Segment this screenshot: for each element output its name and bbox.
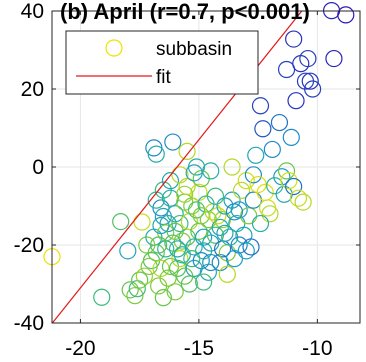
data-point-84 bbox=[247, 146, 265, 164]
legend-marker-subbasin bbox=[105, 39, 123, 57]
data-point-79 bbox=[237, 172, 255, 190]
fit-line bbox=[51, 10, 303, 324]
data-points bbox=[43, 2, 355, 307]
x-tick-label-2: -10 bbox=[302, 337, 332, 360]
data-point-44 bbox=[183, 250, 201, 268]
data-point-56 bbox=[199, 263, 217, 281]
data-point-96 bbox=[277, 60, 296, 79]
data-point-87 bbox=[254, 120, 272, 138]
data-point-66 bbox=[213, 211, 232, 229]
legend-label-fit: fit bbox=[156, 67, 172, 88]
data-point-31 bbox=[166, 283, 184, 301]
data-point-124 bbox=[259, 199, 277, 217]
data-point-83 bbox=[244, 191, 262, 209]
data-point-116 bbox=[176, 185, 194, 203]
data-point-24 bbox=[159, 269, 177, 287]
data-point-62 bbox=[209, 207, 227, 225]
y-tick-label-1: -20 bbox=[14, 234, 44, 257]
y-tick-label-2: 0 bbox=[32, 156, 44, 179]
y-tick-label-3: 20 bbox=[21, 78, 44, 101]
data-point-121 bbox=[195, 273, 213, 291]
data-point-98 bbox=[282, 128, 300, 146]
data-point-71 bbox=[223, 191, 241, 209]
y-tick-label-0: -40 bbox=[14, 312, 44, 335]
data-point-77 bbox=[235, 226, 253, 244]
data-point-126 bbox=[168, 240, 187, 258]
data-point-131 bbox=[225, 203, 244, 221]
data-point-122 bbox=[216, 224, 234, 242]
legend: subbasin fit bbox=[65, 30, 259, 95]
data-point-69 bbox=[218, 265, 236, 283]
data-point-29 bbox=[166, 205, 184, 223]
legend-label-subbasin: subbasin bbox=[156, 39, 232, 60]
data-point-104 bbox=[294, 193, 312, 211]
data-point-14 bbox=[147, 145, 165, 163]
data-point-106 bbox=[299, 49, 317, 68]
data-point-92 bbox=[270, 113, 289, 132]
data-point-80 bbox=[240, 207, 258, 225]
data-point-108 bbox=[304, 80, 322, 98]
data-point-101 bbox=[287, 92, 305, 110]
data-point-127 bbox=[152, 216, 170, 235]
data-point-86 bbox=[251, 97, 270, 115]
data-point-78 bbox=[237, 242, 255, 260]
data-point-118 bbox=[140, 257, 158, 276]
data-point-123 bbox=[251, 214, 270, 233]
data-point-7 bbox=[131, 271, 149, 289]
data-point-100 bbox=[285, 30, 303, 48]
data-point-27 bbox=[164, 133, 182, 151]
y-tick-label-4: 40 bbox=[21, 0, 44, 23]
data-point-102 bbox=[289, 189, 307, 207]
fit-line-group bbox=[51, 10, 303, 324]
data-point-76 bbox=[232, 181, 251, 199]
x-tick-label-1: -15 bbox=[184, 337, 214, 360]
chart-title: (b) April (r=0.7, p<0.001) bbox=[60, 0, 310, 24]
data-point-125 bbox=[223, 158, 241, 176]
data-point-120 bbox=[180, 275, 199, 293]
legend-box bbox=[65, 30, 259, 95]
data-point-82 bbox=[244, 166, 262, 184]
data-point-64 bbox=[211, 218, 229, 237]
data-point-3 bbox=[119, 242, 137, 260]
data-point-72 bbox=[225, 250, 244, 268]
data-point-36 bbox=[173, 246, 191, 264]
data-point-15 bbox=[147, 244, 165, 262]
data-point-111 bbox=[337, 6, 355, 24]
data-point-115 bbox=[202, 162, 220, 180]
axes bbox=[51, 10, 361, 324]
data-point-1 bbox=[93, 288, 111, 306]
data-point-128 bbox=[206, 187, 225, 205]
data-point-95 bbox=[277, 162, 296, 180]
data-point-33 bbox=[171, 250, 189, 268]
data-point-107 bbox=[301, 72, 319, 90]
data-point-9 bbox=[135, 267, 153, 285]
data-point-81 bbox=[242, 238, 260, 256]
data-point-110 bbox=[325, 49, 343, 68]
data-point-59 bbox=[202, 253, 220, 272]
data-point-103 bbox=[292, 55, 310, 73]
data-point-112 bbox=[161, 172, 180, 190]
x-tick-label-0: -20 bbox=[65, 337, 95, 360]
data-point-25 bbox=[161, 189, 180, 207]
data-point-4 bbox=[121, 281, 139, 299]
tick-labels: -20 -15 -10 -40 -20 0 20 40 bbox=[14, 0, 333, 360]
data-point-117 bbox=[150, 236, 168, 254]
data-point-90 bbox=[263, 140, 281, 159]
data-point-97 bbox=[280, 172, 298, 190]
data-point-40 bbox=[178, 142, 196, 160]
data-point-113 bbox=[171, 166, 189, 184]
data-point-45 bbox=[185, 238, 203, 256]
data-point-8 bbox=[133, 213, 151, 231]
data-point-2 bbox=[112, 213, 130, 231]
data-point-130 bbox=[185, 164, 203, 182]
data-point-48 bbox=[187, 201, 206, 219]
data-point-5 bbox=[126, 287, 144, 305]
data-point-34 bbox=[171, 214, 189, 233]
data-point-119 bbox=[154, 289, 172, 307]
data-point-99 bbox=[285, 177, 303, 196]
